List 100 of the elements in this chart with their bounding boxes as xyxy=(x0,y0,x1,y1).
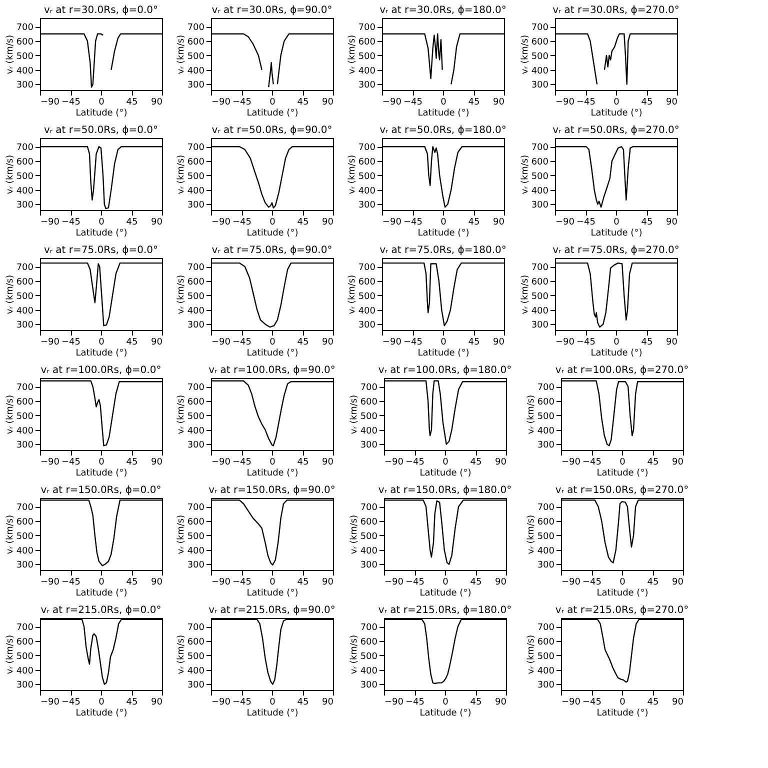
y-tick-label: 500 xyxy=(187,292,205,302)
y-tick-label: 700 xyxy=(16,263,34,274)
y-tick-label: 600 xyxy=(358,278,376,288)
y-tick-label: 300 xyxy=(358,200,376,211)
y-tick-label: 300 xyxy=(16,680,34,691)
x-tick-label: 90 xyxy=(493,218,505,228)
y-axis-title: vᵣ (km/s) xyxy=(5,514,16,554)
y-axis-title: vᵣ (km/s) xyxy=(347,34,358,74)
chart-title: vᵣ at r=150.0Rs, ϕ=180.0° xyxy=(378,485,512,496)
y-tick-label: 600 xyxy=(187,638,205,648)
y-tick-label: 700 xyxy=(360,623,378,634)
x-tick-label: 0 xyxy=(270,338,276,348)
x-tick-label: 0 xyxy=(442,458,449,468)
chart-title: vᵣ at r=215.0Rs, ϕ=270.0° xyxy=(555,605,689,616)
chart-title: vᵣ at r=50.0Rs, ϕ=0.0° xyxy=(44,125,158,136)
y-tick-label: 600 xyxy=(531,38,549,48)
x-tick-label: 45 xyxy=(641,338,653,348)
x-tick-label: −45 xyxy=(232,698,252,708)
y-tick-label: 600 xyxy=(537,518,555,528)
y-tick-label: 700 xyxy=(16,23,34,34)
y-tick-label: 500 xyxy=(358,172,376,182)
x-tick-label: 90 xyxy=(666,338,678,348)
x-tick-label: 0 xyxy=(620,458,626,468)
y-tick-label: 600 xyxy=(16,38,34,48)
y-tick-label: 500 xyxy=(187,172,205,182)
y-tick-label: 700 xyxy=(187,263,205,274)
y-tick-label: 300 xyxy=(16,200,34,211)
y-tick-label: 500 xyxy=(187,52,205,62)
chart-title: vᵣ at r=215.0Rs, ϕ=180.0° xyxy=(378,605,512,616)
y-tick-label: 400 xyxy=(360,666,378,676)
x-tick-label: 0 xyxy=(440,98,447,108)
x-tick-label: −45 xyxy=(406,578,424,588)
y-tick-label: 600 xyxy=(531,158,549,168)
y-tick-label: 600 xyxy=(537,398,555,408)
y-tick-label: 500 xyxy=(16,532,34,542)
y-tick-label: 500 xyxy=(358,52,376,62)
y-axis-title: vᵣ (km/s) xyxy=(176,34,186,74)
y-tick-label: 700 xyxy=(16,143,34,154)
x-tick-label: −45 xyxy=(404,218,422,228)
x-tick-label: 45 xyxy=(297,458,309,468)
x-tick-label: −45 xyxy=(62,338,80,348)
x-tick-label: −45 xyxy=(232,218,252,228)
y-tick-label: 400 xyxy=(358,306,376,316)
chart-title: vᵣ at r=30.0Rs, ϕ=180.0° xyxy=(380,5,506,16)
y-tick-label: 300 xyxy=(187,440,205,451)
chart-title: vᵣ at r=215.0Rs, ϕ=90.0° xyxy=(208,605,336,616)
x-tick-label: 90 xyxy=(672,698,684,708)
y-tick-label: 600 xyxy=(16,278,34,288)
y-tick-label: 700 xyxy=(531,143,549,154)
chart-title: vᵣ at r=50.0Rs, ϕ=270.0° xyxy=(552,125,680,136)
x-tick-label: −90 xyxy=(562,458,581,468)
x-tick-label: −90 xyxy=(212,218,231,228)
y-tick-label: 500 xyxy=(16,412,34,422)
y-tick-label: 300 xyxy=(531,320,549,331)
y-tick-label: 400 xyxy=(187,186,205,196)
y-axis-title: vᵣ (km/s) xyxy=(176,634,186,674)
x-tick-label: 0 xyxy=(620,578,626,588)
y-tick-label: 400 xyxy=(358,186,376,196)
x-tick-label: 90 xyxy=(672,458,684,468)
y-tick-label: 300 xyxy=(358,320,376,331)
chart-title: vᵣ at r=100.0Rs, ϕ=180.0° xyxy=(378,365,512,376)
y-tick-label: 500 xyxy=(187,652,205,662)
x-tick-label: 45 xyxy=(647,698,659,708)
y-tick-label: 300 xyxy=(16,320,34,331)
x-tick-label: 90 xyxy=(495,458,507,468)
y-tick-label: 600 xyxy=(358,38,376,48)
y-axis-title: vᵣ (km/s) xyxy=(5,274,16,314)
x-tick-label: 90 xyxy=(672,578,684,588)
x-tick-label: −90 xyxy=(382,98,402,108)
y-tick-label: 300 xyxy=(537,440,555,451)
x-tick-label: 45 xyxy=(297,578,309,588)
y-tick-label: 500 xyxy=(16,652,34,662)
y-axis-title: vᵣ (km/s) xyxy=(526,514,536,554)
y-tick-label: 700 xyxy=(531,23,549,34)
y-axis-title: vᵣ (km/s) xyxy=(526,634,536,674)
y-tick-label: 700 xyxy=(187,383,205,394)
y-tick-label: 700 xyxy=(358,263,376,274)
x-axis-title: Latitude (°) xyxy=(420,468,472,478)
y-tick-label: 600 xyxy=(358,158,376,168)
x-axis-title: Latitude (°) xyxy=(420,588,472,598)
y-axis-title: vᵣ (km/s) xyxy=(520,154,530,194)
y-tick-label: 700 xyxy=(537,383,555,394)
x-tick-label: 90 xyxy=(493,98,505,108)
y-tick-label: 300 xyxy=(187,80,205,91)
y-tick-label: 400 xyxy=(531,66,549,76)
y-tick-label: 400 xyxy=(360,546,378,556)
x-tick-label: 90 xyxy=(322,458,334,468)
y-tick-label: 500 xyxy=(16,52,34,62)
y-tick-label: 500 xyxy=(187,412,205,422)
y-tick-label: 500 xyxy=(531,292,549,302)
x-tick-label: −45 xyxy=(62,698,80,708)
y-tick-label: 700 xyxy=(187,623,205,634)
y-tick-label: 400 xyxy=(187,546,205,556)
y-axis-title: vᵣ (km/s) xyxy=(349,634,360,674)
x-tick-label: 45 xyxy=(126,98,138,108)
y-tick-label: 400 xyxy=(16,66,34,76)
x-tick-label: 45 xyxy=(647,578,659,588)
y-axis-title: vᵣ (km/s) xyxy=(349,514,360,554)
x-tick-label: 90 xyxy=(151,458,163,468)
y-tick-label: 500 xyxy=(360,412,378,422)
